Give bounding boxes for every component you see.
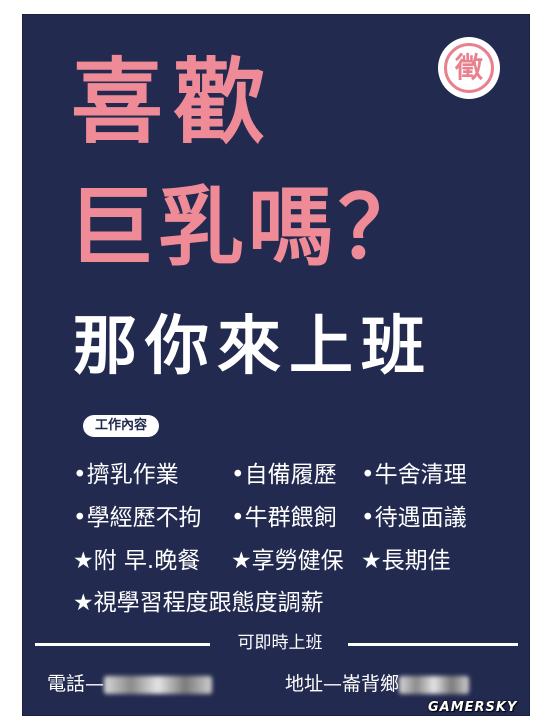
- recruit-seal: 徵: [438, 37, 500, 99]
- recruitment-poster: 徵 喜歡 巨乳嗎？ 那你來上班 工作內容 •擠乳作業 •自備履歷 •牛舍清理 •學經…: [22, 14, 530, 716]
- duty-row: •學經歷不拘 •牛群餵飼 •待遇面議: [73, 507, 467, 530]
- benefit-item: ★視學習程度跟態度調薪: [73, 590, 324, 616]
- benefit-row: ★附 早.晚餐 ★享勞健保 ★長期佳: [73, 550, 451, 573]
- duty-item: •牛群餵飼: [231, 505, 337, 531]
- duty-item: •學經歷不拘: [73, 505, 202, 531]
- benefit-row: ★視學習程度跟態度調薪: [73, 592, 324, 615]
- seal-char: 徵: [444, 43, 494, 93]
- phone-label: 電話—: [47, 673, 105, 695]
- duty-item: •牛舍清理: [361, 462, 467, 488]
- headline-line-2: 巨乳嗎？: [68, 178, 428, 278]
- duty-item: •自備履歷: [231, 462, 337, 488]
- duty-item: •待遇面議: [361, 505, 467, 531]
- address-redacted: [399, 675, 470, 694]
- phone-number-redacted: [104, 675, 213, 694]
- immediate-start-text: 可即時上班: [237, 633, 323, 653]
- headline-line-3: 那你來上班: [73, 310, 433, 384]
- duty-item: •擠乳作業: [73, 462, 179, 488]
- benefit-item: ★長期佳: [361, 548, 451, 574]
- address-line: 地址—崙背鄉: [285, 670, 470, 698]
- divider-left: [35, 643, 210, 646]
- gamersky-watermark: GAMERSKY: [428, 700, 518, 715]
- benefit-item: ★附 早.晚餐: [73, 548, 201, 574]
- address-label: 地址—崙背鄉: [285, 673, 400, 695]
- duty-row: •擠乳作業 •自備履歷 •牛舍清理: [73, 464, 467, 487]
- headline-line-1: 喜歡: [71, 49, 276, 156]
- phone-line: 電話—: [47, 670, 213, 698]
- divider-right: [348, 643, 518, 646]
- benefit-item: ★享勞健保: [231, 548, 344, 574]
- job-content-label: 工作內容: [83, 415, 160, 437]
